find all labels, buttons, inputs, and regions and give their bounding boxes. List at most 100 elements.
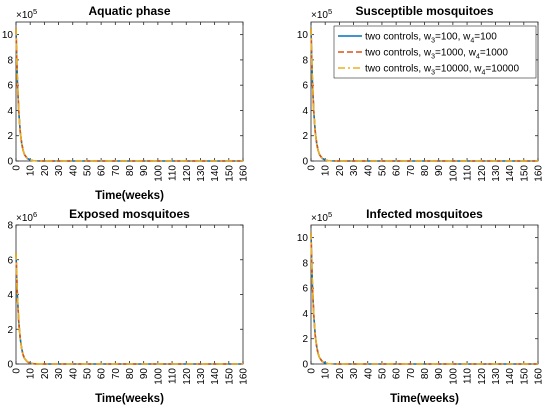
y-exponent-label: ×105 (311, 7, 332, 21)
x-tick-label: 80 (125, 165, 136, 177)
x-tick-label: 160 (534, 368, 545, 385)
x-axis-label: Time(weeks) (95, 190, 164, 202)
subplot-2: 0 10 20 30 40 50 60 70 80 90 100 110 120 130 140 150 160… (297, 4, 545, 182)
x-tick-label: 60 (97, 368, 108, 380)
x-tick-label: 160 (239, 368, 250, 385)
x-tick-label: 140 (210, 368, 221, 385)
y-tick-label: 2 (302, 131, 308, 142)
y-tick-label: 2 (7, 325, 13, 336)
y-tick-label: 4 (302, 309, 308, 320)
x-tick-label: 120 (477, 165, 488, 182)
chart-title: Susceptible mosquitoes (355, 4, 493, 18)
x-tick-label: 90 (139, 165, 150, 177)
y-tick-label: 8 (7, 221, 13, 232)
x-tick-label: 50 (377, 165, 388, 177)
x-tick-label: 160 (239, 165, 250, 182)
y-tick-label: 2 (302, 334, 308, 345)
y-tick-label: 6 (7, 81, 13, 92)
x-tick-label: 120 (182, 368, 193, 385)
x-tick-label: 20 (40, 165, 51, 177)
y-tick-label: 4 (7, 106, 13, 117)
x-tick-label: 80 (420, 368, 431, 380)
x-tick-label: 30 (349, 368, 360, 380)
x-axis-label: Time(weeks) (390, 393, 459, 405)
x-tick-label: 150 (224, 368, 235, 385)
x-tick-label: 140 (505, 368, 516, 385)
x-tick-label: 40 (363, 165, 374, 177)
x-tick-label: 110 (463, 368, 474, 384)
x-tick-label: 10 (26, 165, 37, 177)
x-tick-label: 70 (406, 368, 417, 380)
plot-area (15, 21, 244, 162)
x-tick-label: 30 (349, 165, 360, 177)
chart-title: Exposed mosquitoes (69, 207, 190, 221)
x-tick-label: 0 (307, 165, 318, 171)
x-tick-label: 100 (448, 165, 459, 182)
y-tick-label: 6 (302, 81, 308, 92)
x-tick-label: 0 (12, 165, 23, 171)
x-tick-label: 120 (182, 165, 193, 182)
x-tick-label: 70 (111, 368, 122, 380)
x-tick-label: 10 (26, 368, 37, 380)
x-tick-label: 60 (97, 165, 108, 177)
x-tick-label: 80 (125, 368, 136, 380)
series-line-3 (310, 232, 538, 365)
x-tick-label: 50 (377, 368, 388, 380)
y-tick-label: 2 (7, 131, 13, 142)
y-tick-label: 4 (302, 106, 308, 117)
y-exponent-label: ×105 (16, 7, 37, 21)
y-tick-label: 10 (297, 30, 309, 41)
x-tick-label: 130 (196, 165, 207, 182)
plot-area (15, 224, 244, 365)
x-tick-label: 100 (153, 165, 164, 182)
x-tick-label: 160 (534, 165, 545, 182)
chart-title: Aquatic phase (88, 4, 170, 18)
x-tick-label: 130 (196, 368, 207, 385)
x-axis-label: Time(weeks) (95, 393, 164, 405)
x-tick-label: 30 (54, 165, 65, 177)
y-tick-label: 0 (302, 157, 308, 168)
y-exponent-label: ×106 (16, 210, 37, 224)
x-tick-label: 150 (519, 165, 530, 182)
x-tick-label: 60 (392, 368, 403, 380)
x-tick-label: 140 (210, 165, 221, 182)
legend-entry: two controls, w3=1000, w4=1000 (365, 48, 508, 61)
x-tick-label: 130 (491, 368, 502, 385)
x-tick-label: 130 (491, 165, 502, 182)
subplot-3: 0 10 20 30 40 50 60 70 80 90 100 110 120 130 140 150 160… (7, 207, 249, 405)
x-tick-label: 110 (168, 165, 179, 181)
x-tick-label: 30 (54, 368, 65, 380)
x-tick-label: 20 (335, 368, 346, 380)
legend-entry: two controls, w3=10000, w4=10000 (365, 64, 519, 77)
x-tick-label: 0 (307, 368, 318, 374)
y-tick-label: 0 (7, 360, 13, 371)
series-line-3 (15, 252, 243, 365)
y-tick-label: 4 (7, 290, 13, 301)
legend-box (333, 25, 537, 79)
y-tick-label: 0 (7, 157, 13, 168)
x-tick-label: 20 (335, 165, 346, 177)
chart-title: Infected mosquitoes (366, 207, 483, 221)
y-tick-label: 6 (302, 284, 308, 295)
series-line-3 (15, 28, 243, 162)
x-tick-label: 40 (363, 368, 374, 380)
x-tick-label: 40 (68, 165, 79, 177)
x-tick-label: 80 (420, 165, 431, 177)
x-tick-label: 150 (224, 165, 235, 182)
x-tick-label: 20 (40, 368, 51, 380)
x-tick-label: 40 (68, 368, 79, 380)
x-tick-label: 10 (321, 165, 332, 177)
x-tick-label: 140 (505, 165, 516, 182)
subplot-4: 0 10 20 30 40 50 60 70 80 90 100 110 120 130 140 150 160… (297, 207, 545, 405)
x-tick-label: 110 (168, 368, 179, 384)
x-tick-label: 120 (477, 368, 488, 385)
y-tick-label: 10 (2, 30, 14, 41)
y-tick-label: 6 (7, 255, 13, 266)
x-tick-label: 70 (406, 165, 417, 177)
y-tick-label: 8 (302, 55, 308, 66)
x-tick-label: 10 (321, 368, 332, 380)
x-tick-label: 50 (82, 165, 93, 177)
x-tick-label: 90 (434, 368, 445, 380)
y-tick-label: 8 (302, 258, 308, 269)
